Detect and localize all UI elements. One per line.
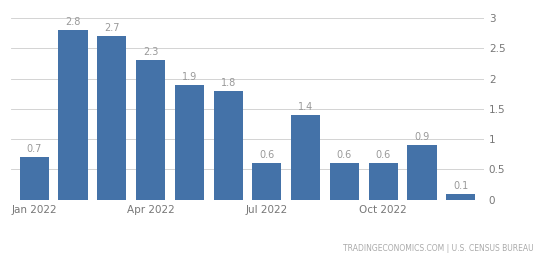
Bar [446,194,475,200]
Bar [408,145,437,200]
Bar [58,30,87,200]
Text: TRADINGECONOMICS.COM | U.S. CENSUS BUREAU: TRADINGECONOMICS.COM | U.S. CENSUS BUREA… [343,244,534,253]
Bar [175,84,204,200]
Text: 2.7: 2.7 [104,23,119,33]
Text: 1.4: 1.4 [298,102,314,112]
Text: 0.7: 0.7 [26,144,42,154]
Text: 1.9: 1.9 [182,71,197,81]
Bar [330,163,359,200]
Bar [368,163,398,200]
Bar [136,60,165,200]
Text: 1.8: 1.8 [221,78,236,88]
Text: 0.6: 0.6 [337,150,352,160]
Bar [97,36,126,200]
Text: 2.8: 2.8 [65,17,81,27]
Text: 0.1: 0.1 [453,180,469,190]
Text: 0.6: 0.6 [376,150,391,160]
Bar [213,91,243,200]
Text: 0.6: 0.6 [259,150,274,160]
Text: 0.9: 0.9 [414,132,430,142]
Bar [252,163,282,200]
Text: 2.3: 2.3 [143,47,158,57]
Bar [291,115,320,200]
Bar [20,157,49,200]
